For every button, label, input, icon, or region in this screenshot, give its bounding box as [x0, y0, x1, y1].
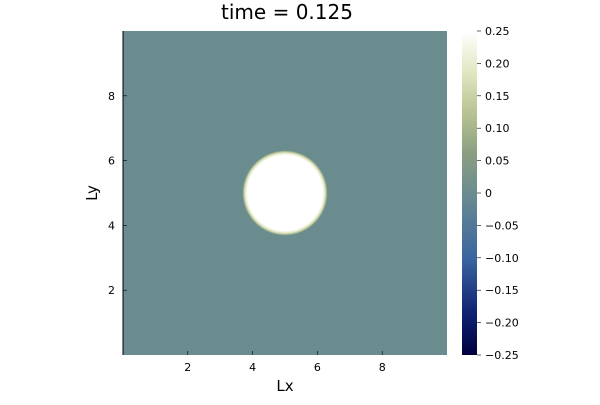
colorbar-tick-label: 0.25: [485, 25, 510, 38]
colorbar-tick-label: 0: [485, 187, 492, 200]
colorbar: −0.25 −0.20 −0.15 −0.10 −0.05 0 0.05 0.10 0.15 0.…: [462, 25, 519, 362]
colorbar-scale: [462, 31, 477, 355]
colorbar-tick-label: 0.20: [485, 57, 510, 70]
colorbar-ticks: −0.25 −0.20 −0.15 −0.10 −0.05 0 0.05 0.10 0.15 0.…: [477, 25, 519, 362]
heatmap-disk: [242, 150, 328, 236]
colorbar-tick-label: −0.20: [485, 317, 519, 330]
y-axis-title: Ly: [83, 185, 101, 201]
colorbar-tick-label: −0.05: [485, 219, 519, 232]
colorbar-tick-label: 0.15: [485, 90, 510, 103]
x-ticks: 2 4 6 8: [184, 351, 386, 374]
y-ticks: 2 4 6 8: [108, 90, 127, 297]
y-tick-label: 6: [108, 155, 115, 168]
y-tick-label: 2: [108, 284, 115, 297]
x-tick-label: 4: [249, 361, 256, 374]
plot-area: [122, 31, 447, 355]
x-tick-label: 8: [379, 361, 386, 374]
colorbar-tick-label: −0.10: [485, 252, 519, 265]
chart-title: time = 0.125: [221, 0, 353, 24]
x-axis-title: Lx: [276, 377, 293, 395]
y-tick-label: 8: [108, 90, 115, 103]
x-tick-label: 6: [314, 361, 321, 374]
y-tick-label: 4: [108, 219, 115, 232]
colorbar-tick-label: 0.10: [485, 122, 510, 135]
x-tick-label: 2: [184, 361, 191, 374]
colorbar-tick-label: −0.15: [485, 284, 519, 297]
colorbar-tick-label: −0.25: [485, 349, 519, 362]
colorbar-tick-label: 0.05: [485, 155, 510, 168]
